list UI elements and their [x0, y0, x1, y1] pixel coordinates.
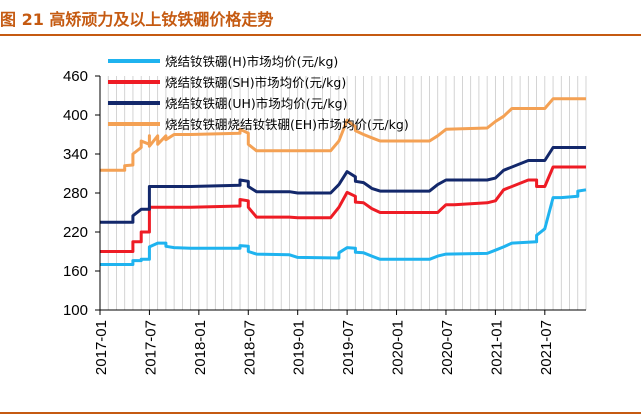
- footer-rule: [0, 412, 641, 414]
- y-tick-label: 400: [63, 107, 88, 124]
- x-tick-label: 2019-01: [291, 320, 308, 375]
- series-line-2: [100, 165, 586, 253]
- x-tick-label: 2021-01: [488, 320, 505, 375]
- legend-label-3: 烧结钕铁硼(UH)市场均价(元/kg): [165, 96, 347, 111]
- x-tick-label: 2021-07: [538, 320, 555, 375]
- x-tick-label: 2017-07: [142, 320, 159, 375]
- y-tick-label: 160: [63, 263, 88, 280]
- axes-layer: 100 160 220 280 340 400 460 2017-01 2017-07 2018-…: [63, 68, 586, 375]
- series-line-3: [100, 146, 586, 224]
- x-tick-label: 2019-07: [340, 320, 357, 375]
- y-tick-label: 220: [63, 224, 88, 241]
- legend-label-1: 烧结钕铁硼(H)市场均价(元/kg): [165, 54, 338, 69]
- legend-label-2: 烧结钕铁硼(SH)市场均价(元/kg): [165, 75, 346, 90]
- y-tick-label: 100: [63, 302, 88, 319]
- grid-layer: [99, 76, 587, 310]
- title-underline: [0, 34, 641, 36]
- series-line-4: [100, 97, 586, 172]
- page-title: 图 21 高矫顽力及以上钕铁硼价格走势: [0, 10, 274, 29]
- series-layer: [100, 97, 587, 266]
- x-tick-label: 2018-07: [241, 320, 258, 375]
- x-tick-label: 2018-01: [192, 320, 209, 375]
- series-line-1: [100, 188, 587, 266]
- y-tick-label: 460: [63, 68, 88, 85]
- legend-label-4: 烧结钕铁硼烧结钕铁硼(EH)市场均价(元/kg): [165, 117, 409, 132]
- y-tick-label: 340: [63, 146, 88, 163]
- x-tick-label: 2020-07: [439, 320, 456, 375]
- x-tick-label: 2017-01: [93, 320, 110, 375]
- x-tick-label: 2020-01: [390, 320, 407, 375]
- y-tick-label: 280: [63, 185, 88, 202]
- legend: 烧结钕铁硼(H)市场均价(元/kg) 烧结钕铁硼(SH)市场均价(元/kg) 烧结钕…: [108, 54, 409, 132]
